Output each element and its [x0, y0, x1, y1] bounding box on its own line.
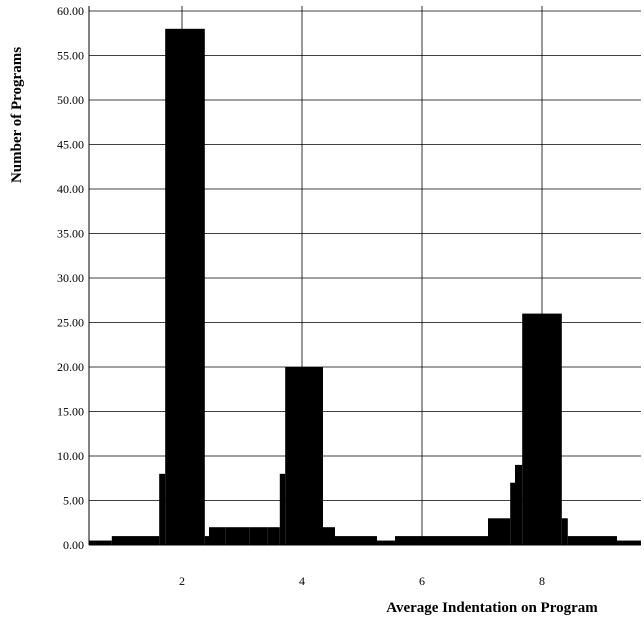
y-tick-label: 60.00 — [57, 4, 84, 18]
y-tick-label: 30.00 — [57, 271, 84, 285]
bar-16 — [488, 518, 511, 545]
bar-23 — [617, 540, 641, 545]
bar-18 — [515, 464, 523, 545]
y-tick-label: 5.00 — [63, 494, 84, 508]
bar-7 — [225, 527, 250, 545]
y-tick-label: 10.00 — [57, 449, 84, 463]
bar-21 — [567, 536, 596, 545]
bar-17 — [510, 482, 515, 545]
y-tick-label: 15.00 — [57, 405, 84, 419]
x-tick-label: 2 — [179, 574, 185, 588]
bar-15 — [395, 536, 488, 545]
x-axis-title: Average Indentation on Program — [386, 600, 598, 616]
y-axis-title: Number of Programs — [9, 47, 25, 183]
bar-6 — [209, 527, 226, 545]
bar-14 — [377, 540, 395, 545]
x-tick-label: 6 — [419, 574, 425, 588]
y-tick-label: 35.00 — [57, 227, 84, 241]
axes — [88, 6, 641, 546]
y-tick-label: 25.00 — [57, 316, 84, 330]
bar-3 — [159, 473, 166, 545]
x-tick-label: 4 — [299, 574, 305, 588]
y-tick-label: 0.00 — [63, 538, 84, 552]
bar-9 — [267, 527, 280, 545]
y-tick-label: 55.00 — [57, 49, 84, 63]
bar-19 — [522, 313, 562, 545]
bar-8 — [249, 527, 268, 545]
x-tick-labels: 2 4 6 8 — [179, 574, 545, 588]
bars — [89, 28, 641, 546]
bar-20 — [561, 518, 568, 545]
bar-10 — [279, 473, 286, 545]
y-tick-label: 50.00 — [57, 93, 84, 107]
bar-2 — [137, 536, 160, 545]
y-tick-label: 20.00 — [57, 360, 84, 374]
bar-4 — [165, 28, 205, 546]
y-tick-label: 40.00 — [57, 182, 84, 196]
bar-5 — [204, 536, 209, 545]
y-tick-labels: 0.00 5.00 10.00 15.00 20.00 25.00 30.00 35.00 40… — [57, 4, 84, 552]
x-tick-label: 8 — [539, 574, 545, 588]
y-tick-label: 45.00 — [57, 138, 84, 152]
bar-12 — [323, 527, 335, 545]
bar-22 — [596, 536, 617, 545]
bar-0 — [89, 540, 112, 545]
bar-1 — [111, 536, 137, 545]
bar-11 — [285, 367, 323, 545]
bar-13 — [335, 536, 377, 545]
